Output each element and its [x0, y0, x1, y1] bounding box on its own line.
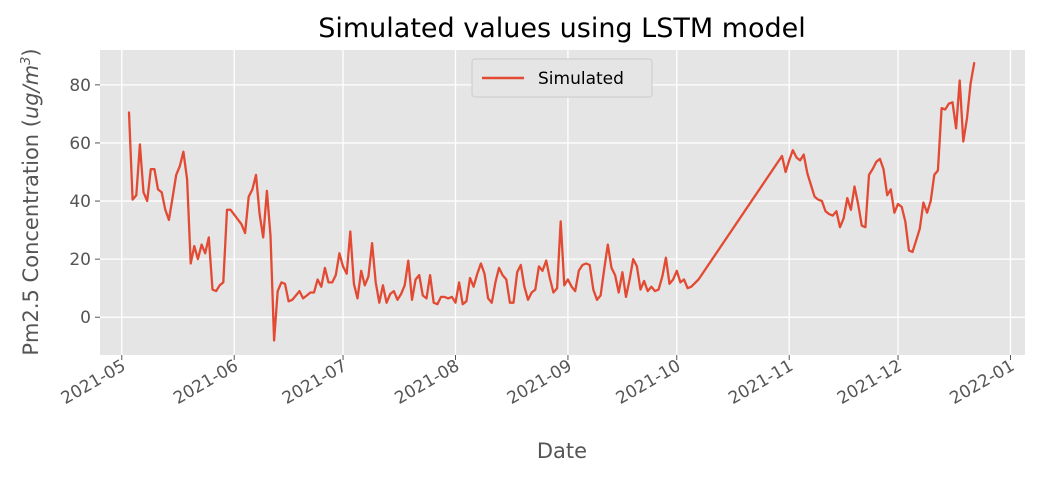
y-axis-label-close: )	[19, 48, 43, 56]
x-tick-label: 2021-10	[613, 356, 685, 409]
x-tick-label: 2021-05	[58, 356, 130, 409]
x-tick-label: 2021-08	[391, 356, 463, 409]
x-tick-label: 2022-01	[946, 356, 1018, 409]
y-axis-label-unit: ug/m	[19, 65, 43, 119]
chart-title: Simulated values using LSTM model	[318, 13, 806, 44]
series-layer	[127, 61, 976, 342]
plot-background	[100, 50, 1025, 355]
x-axis-label: Date	[537, 439, 587, 463]
legend-label: Simulated	[538, 69, 624, 89]
legend: Simulated	[471, 58, 653, 98]
x-tick-label: 2021-11	[725, 356, 797, 409]
y-axis-label-main: Pm2.5 Concentration (	[19, 119, 43, 356]
x-tick-label: 2021-12	[834, 356, 906, 409]
y-axis-label-unit-sup: 3	[19, 57, 34, 65]
y-tick-label: 20	[69, 250, 91, 270]
x-tick-label: 2021-09	[504, 356, 576, 409]
x-tick-label: 2021-07	[279, 356, 351, 409]
y-axis-label: Pm2.5 Concentration (ug/m3)	[19, 48, 43, 355]
y-tick-label: 80	[69, 76, 91, 96]
legend-box	[471, 58, 653, 98]
y-tick-label: 60	[69, 134, 91, 154]
y-tick-label: 0	[80, 308, 91, 328]
x-axis-ticks: 2021-05 2021-06 2021-07 2021-08 2021-09 2021-…	[58, 355, 1018, 409]
x-tick-label: 2021-06	[170, 356, 242, 409]
y-tick-label: 40	[69, 192, 91, 212]
y-axis-ticks: 0 20 40 60 80	[69, 76, 100, 328]
